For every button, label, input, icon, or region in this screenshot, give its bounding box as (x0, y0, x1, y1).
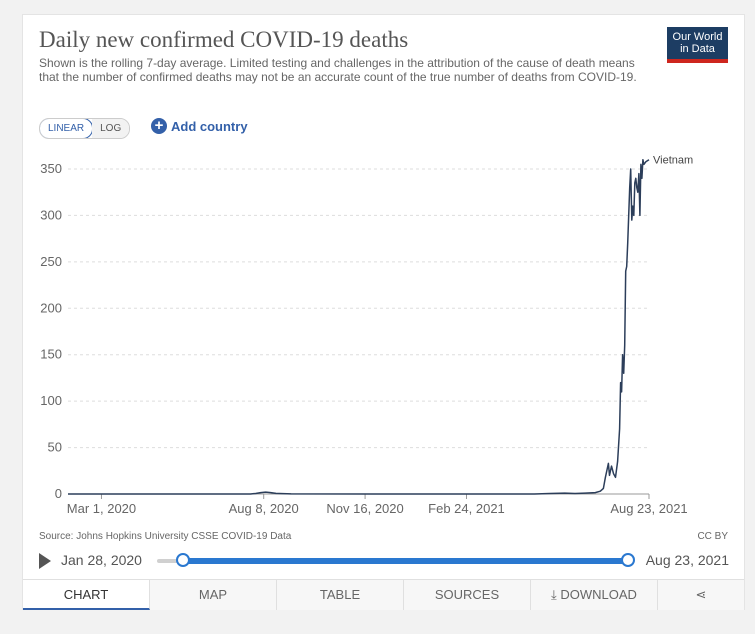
logo-line-1: Our World (672, 31, 723, 43)
chart-frame: Daily new confirmed COVID-19 deaths Show… (22, 14, 745, 610)
y-tick-label: 0 (55, 486, 62, 501)
chart-subtitle: Shown is the rolling 7-day average. Limi… (39, 56, 637, 84)
timeline: Jan 28, 2020 Aug 23, 2021 (39, 549, 729, 573)
y-tick-label: 300 (40, 207, 62, 222)
add-country-button[interactable]: + Add country (151, 118, 248, 134)
tab-sources[interactable]: SOURCES (404, 580, 531, 610)
gridlines (68, 168, 649, 449)
x-tick-label: Aug 23, 2021 (610, 501, 687, 516)
y-axis-ticks: 0 50 100 150 200 250 300 350 (40, 161, 62, 501)
series-layer: Vietnam (68, 155, 693, 495)
timeline-start-date: Jan 28, 2020 (61, 552, 142, 568)
tab-chart[interactable]: CHART (23, 580, 150, 610)
scale-toggle: LINEAR LOG (39, 118, 131, 139)
source-note[interactable]: Source: Johns Hopkins University CSSE CO… (39, 531, 292, 542)
timeline-end-handle[interactable] (621, 553, 635, 567)
x-tick-label: Aug 8, 2020 (229, 501, 299, 516)
x-tick-label: Feb 24, 2021 (428, 501, 505, 516)
license-note[interactable]: CC BY (697, 531, 728, 542)
series-line-vietnam[interactable] (68, 158, 650, 495)
play-icon[interactable] (39, 553, 51, 569)
tab-map[interactable]: MAP (150, 580, 277, 610)
y-tick-label: 50 (48, 440, 62, 455)
x-tick-label: Mar 1, 2020 (67, 501, 136, 516)
share-icon[interactable]: ⋖ (695, 587, 707, 602)
tab-download[interactable]: ⤓ DOWNLOAD (531, 580, 658, 610)
add-country-label: Add country (171, 118, 248, 134)
owid-logo[interactable]: Our World in Data (667, 27, 728, 63)
log-scale-button[interactable]: LOG (92, 119, 130, 138)
logo-line-2: in Data (680, 43, 715, 55)
tab-table[interactable]: TABLE (277, 580, 404, 610)
y-tick-label: 200 (40, 300, 62, 315)
series-label[interactable]: Vietnam (653, 155, 693, 167)
plus-circle-icon: + (151, 118, 167, 134)
y-tick-label: 350 (40, 161, 62, 176)
timeline-selected-range[interactable] (183, 558, 627, 564)
line-chart: 0 50 100 150 200 250 300 350 Mar 1, 2020 Aug 8, … (40, 155, 693, 516)
y-tick-label: 100 (40, 393, 62, 408)
y-tick-label: 250 (40, 254, 62, 269)
tab-bar: CHART MAP TABLE SOURCES ⤓ DOWNLOAD ⋖ (23, 579, 744, 610)
y-tick-label: 150 (40, 347, 62, 362)
x-tick-label: Nov 16, 2020 (326, 501, 403, 516)
x-axis: Mar 1, 2020 Aug 8, 2020 Nov 16, 2020 Feb 24… (67, 493, 688, 516)
chart-title: Daily new confirmed COVID-19 deaths (39, 27, 409, 52)
timeline-end-date: Aug 23, 2021 (645, 552, 729, 568)
timeline-start-handle[interactable] (176, 553, 190, 567)
linear-scale-button[interactable]: LINEAR (40, 119, 94, 138)
